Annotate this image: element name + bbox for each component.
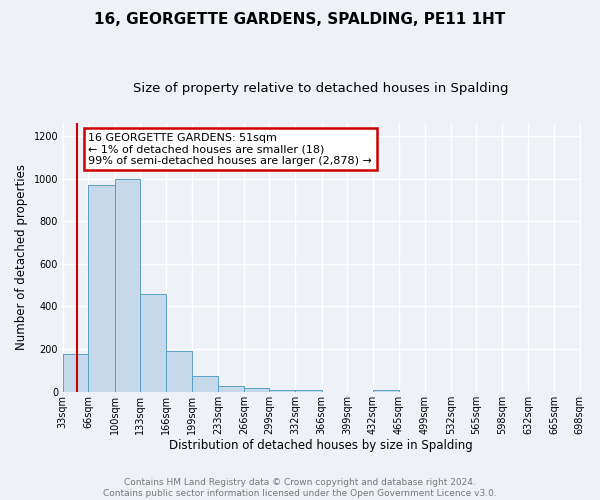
Text: 16, GEORGETTE GARDENS, SPALDING, PE11 1HT: 16, GEORGETTE GARDENS, SPALDING, PE11 1H…	[94, 12, 506, 28]
Text: 16 GEORGETTE GARDENS: 51sqm
← 1% of detached houses are smaller (18)
99% of semi: 16 GEORGETTE GARDENS: 51sqm ← 1% of deta…	[88, 132, 372, 166]
Text: Contains HM Land Registry data © Crown copyright and database right 2024.
Contai: Contains HM Land Registry data © Crown c…	[103, 478, 497, 498]
Bar	[244, 388, 269, 392]
Bar	[191, 376, 218, 392]
Bar	[269, 390, 295, 392]
Bar	[115, 178, 140, 392]
Bar	[218, 386, 244, 392]
Bar	[62, 354, 88, 392]
Y-axis label: Number of detached properties: Number of detached properties	[15, 164, 28, 350]
Bar	[140, 294, 166, 392]
Bar	[166, 352, 191, 392]
Title: Size of property relative to detached houses in Spalding: Size of property relative to detached ho…	[133, 82, 509, 96]
Bar	[373, 390, 398, 392]
Bar	[88, 185, 115, 392]
Bar	[295, 390, 322, 392]
X-axis label: Distribution of detached houses by size in Spalding: Distribution of detached houses by size …	[169, 440, 473, 452]
